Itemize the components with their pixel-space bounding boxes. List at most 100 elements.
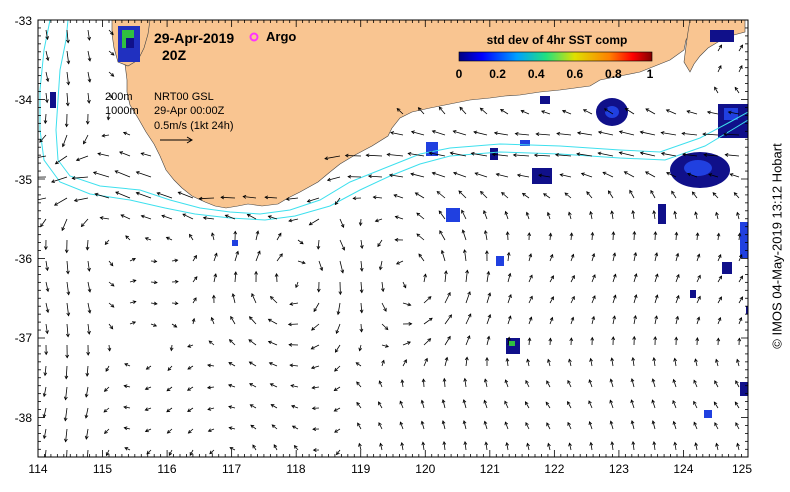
x-tick: 118 (286, 462, 305, 476)
current-arrowhead (526, 358, 530, 363)
current-arrowhead (682, 152, 686, 157)
current-arrowhead (249, 383, 253, 387)
current-arrow (381, 323, 389, 330)
current-arrowhead (86, 99, 91, 104)
current-arrow (717, 254, 722, 262)
current-arrowhead (611, 231, 616, 236)
current-arrow (311, 323, 320, 331)
current-arrowhead (414, 192, 419, 196)
current-arrowhead (45, 99, 49, 104)
current-arrow (675, 316, 679, 325)
current-arrowhead (438, 106, 443, 111)
current-arrowhead (123, 426, 128, 431)
current-arrowhead (570, 253, 575, 258)
current-arrowhead (248, 361, 253, 365)
current-arrow (598, 131, 614, 136)
current-arrow (546, 380, 551, 388)
current-arrowhead (508, 294, 512, 299)
current-arrow (715, 359, 719, 367)
current-arrowhead (441, 399, 446, 404)
current-arrowhead (153, 280, 158, 285)
current-arrowhead (480, 190, 484, 195)
current-arrow (459, 107, 467, 115)
current-arrow (400, 421, 404, 430)
current-arrow (591, 316, 595, 325)
current-arrowhead (310, 345, 315, 350)
current-arrow (43, 386, 47, 397)
current-arrow (485, 442, 488, 451)
current-arrow (675, 253, 679, 262)
current-arrowhead (549, 253, 554, 258)
current-arrow (475, 172, 488, 178)
current-arrowhead (193, 276, 198, 281)
current-arrow (702, 133, 719, 136)
y-tick: -35 (15, 173, 33, 187)
current-arrowhead (569, 232, 574, 237)
current-arrow (234, 271, 237, 283)
current-arrowhead (166, 408, 171, 413)
current-arrowhead (610, 357, 615, 362)
current-arrowhead (623, 171, 628, 175)
current-arrowhead (187, 366, 192, 370)
current-arrowhead (693, 400, 697, 405)
current-arrowhead (694, 358, 698, 363)
current-arrow (507, 315, 511, 325)
current-arrow (442, 420, 446, 430)
current-arrow (528, 275, 533, 283)
current-arrow (390, 132, 404, 136)
current-arrow (43, 407, 47, 418)
current-arrowhead (80, 223, 85, 228)
current-arrowhead (65, 460, 68, 463)
current-arrow (87, 302, 91, 313)
current-arrow (527, 359, 530, 367)
current-arrowhead (653, 336, 658, 340)
current-arrow (249, 361, 257, 367)
current-arrowhead (416, 233, 421, 238)
current-arrowhead (444, 270, 448, 275)
current-arrowhead (463, 377, 468, 382)
current-arrowhead (716, 232, 721, 237)
current-arrowhead (520, 109, 525, 114)
current-arrowhead (122, 131, 127, 136)
current-arrow (108, 344, 111, 351)
current-arrowhead (71, 176, 76, 180)
current-arrow (443, 378, 446, 388)
current-arrowhead (458, 190, 463, 195)
current-arrow (129, 301, 136, 304)
x-tick: 116 (157, 462, 176, 476)
current-arrowhead (110, 303, 115, 308)
current-arrow (380, 443, 383, 451)
current-arrowhead (352, 196, 357, 201)
current-arrowhead (335, 451, 340, 456)
current-arrowhead (187, 408, 191, 412)
current-arrowhead (717, 316, 722, 321)
current-arrow (591, 253, 595, 262)
current-arrowhead (248, 316, 253, 320)
current-arrowhead (633, 273, 638, 278)
legend-product: NRT00 GSL (154, 91, 214, 103)
current-arrow (268, 318, 278, 325)
current-arrowhead (420, 399, 425, 404)
current-arrowhead (34, 199, 37, 202)
current-arrowhead (739, 275, 744, 280)
current-arrowhead (714, 422, 718, 427)
current-arrowhead (448, 314, 452, 319)
current-arrowhead (718, 275, 723, 280)
current-arrowhead (66, 312, 71, 317)
current-arrowhead (505, 357, 510, 362)
current-arrowhead (672, 420, 677, 425)
current-arrowhead (356, 401, 360, 406)
current-arrowhead (65, 333, 70, 338)
current-arrow (375, 218, 383, 222)
current-arrowhead (483, 378, 488, 383)
current-arrow (86, 365, 89, 377)
current-arrowhead (538, 173, 543, 178)
current-arrowhead (592, 295, 596, 300)
current-arrowhead (235, 250, 239, 255)
sst-patches (50, 26, 748, 418)
current-arrowhead (233, 271, 238, 276)
current-arrowhead (724, 153, 729, 157)
current-arrowhead (174, 258, 179, 263)
current-arrow (583, 109, 593, 115)
scale-arrow-icon (160, 136, 193, 144)
